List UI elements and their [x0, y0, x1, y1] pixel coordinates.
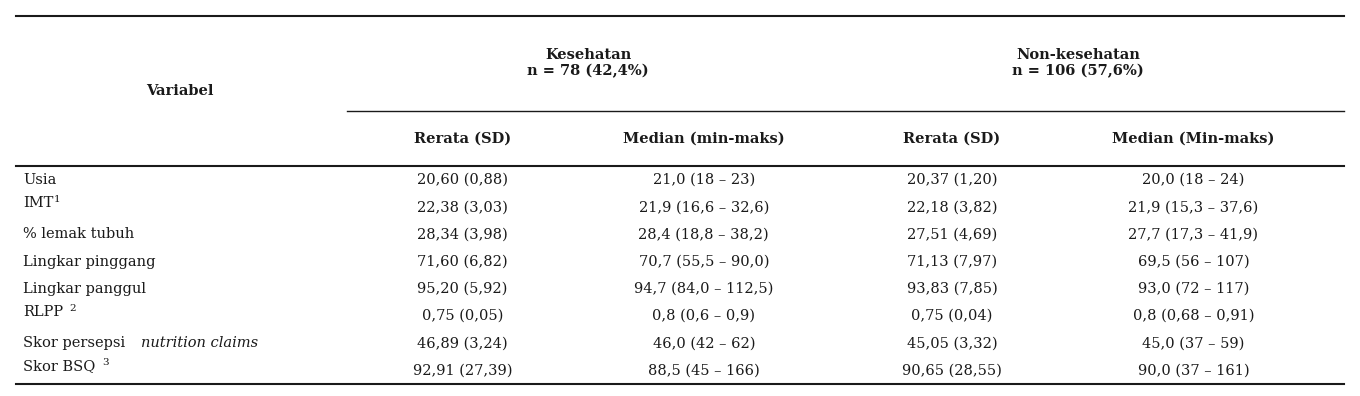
Text: Kesehatan
n = 78 (42,4%): Kesehatan n = 78 (42,4%) — [528, 48, 649, 78]
Text: Skor BSQ: Skor BSQ — [23, 360, 95, 373]
Text: % lemak tubuh: % lemak tubuh — [23, 227, 135, 242]
Text: 88,5 (45 – 166): 88,5 (45 – 166) — [647, 364, 760, 377]
Text: 93,83 (7,85): 93,83 (7,85) — [907, 282, 997, 296]
Text: 2: 2 — [69, 303, 76, 312]
Text: 45,05 (3,32): 45,05 (3,32) — [907, 336, 997, 350]
Text: 20,60 (0,88): 20,60 (0,88) — [418, 173, 507, 187]
Text: 0,75 (0,04): 0,75 (0,04) — [911, 309, 993, 323]
Text: 71,13 (7,97): 71,13 (7,97) — [907, 255, 997, 268]
Text: 90,0 (37 – 161): 90,0 (37 – 161) — [1137, 364, 1250, 377]
Text: Lingkar pinggang: Lingkar pinggang — [23, 255, 155, 268]
Text: 90,65 (28,55): 90,65 (28,55) — [902, 364, 1002, 377]
Text: RLPP: RLPP — [23, 305, 64, 319]
Text: Median (Min-maks): Median (Min-maks) — [1112, 131, 1274, 146]
Text: 20,37 (1,20): 20,37 (1,20) — [907, 173, 997, 187]
Text: 69,5 (56 – 107): 69,5 (56 – 107) — [1137, 255, 1250, 268]
Text: 21,0 (18 – 23): 21,0 (18 – 23) — [653, 173, 755, 187]
Text: 0,8 (0,68 – 0,91): 0,8 (0,68 – 0,91) — [1133, 309, 1254, 323]
Text: 0,8 (0,6 – 0,9): 0,8 (0,6 – 0,9) — [653, 309, 755, 323]
Text: 21,9 (15,3 – 37,6): 21,9 (15,3 – 37,6) — [1129, 200, 1258, 214]
Text: 22,18 (3,82): 22,18 (3,82) — [907, 200, 997, 214]
Text: Non-kesehatan
n = 106 (57,6%): Non-kesehatan n = 106 (57,6%) — [1012, 48, 1144, 78]
Text: Lingkar panggul: Lingkar panggul — [23, 282, 146, 296]
Text: 0,75 (0,05): 0,75 (0,05) — [422, 309, 503, 323]
Text: Median (min-maks): Median (min-maks) — [623, 131, 785, 146]
Text: 28,4 (18,8 – 38,2): 28,4 (18,8 – 38,2) — [638, 227, 770, 242]
Text: 45,0 (37 – 59): 45,0 (37 – 59) — [1142, 336, 1244, 350]
Text: 27,51 (4,69): 27,51 (4,69) — [907, 227, 997, 242]
Text: 71,60 (6,82): 71,60 (6,82) — [418, 255, 507, 268]
Text: 21,9 (16,6 – 32,6): 21,9 (16,6 – 32,6) — [639, 200, 768, 214]
Text: 27,7 (17,3 – 41,9): 27,7 (17,3 – 41,9) — [1129, 227, 1258, 242]
Text: 1: 1 — [53, 194, 60, 204]
Text: 94,7 (84,0 – 112,5): 94,7 (84,0 – 112,5) — [634, 282, 774, 296]
Text: 46,0 (42 – 62): 46,0 (42 – 62) — [653, 336, 755, 350]
Text: 95,20 (5,92): 95,20 (5,92) — [418, 282, 507, 296]
Text: 3: 3 — [102, 358, 109, 367]
Text: 92,91 (27,39): 92,91 (27,39) — [412, 364, 513, 377]
Text: 70,7 (55,5 – 90,0): 70,7 (55,5 – 90,0) — [639, 255, 768, 268]
Text: 20,0 (18 – 24): 20,0 (18 – 24) — [1142, 173, 1244, 187]
Text: Skor persepsi: Skor persepsi — [23, 336, 131, 350]
Text: Rerata (SD): Rerata (SD) — [903, 131, 1001, 146]
Text: IMT: IMT — [23, 196, 53, 210]
Text: Usia: Usia — [23, 173, 57, 187]
Text: 28,34 (3,98): 28,34 (3,98) — [418, 227, 507, 242]
Text: 46,89 (3,24): 46,89 (3,24) — [418, 336, 507, 350]
Text: Rerata (SD): Rerata (SD) — [413, 131, 511, 146]
Text: nutrition claims: nutrition claims — [141, 336, 258, 350]
Text: 22,38 (3,03): 22,38 (3,03) — [418, 200, 507, 214]
Text: Variabel: Variabel — [146, 84, 214, 98]
Text: 93,0 (72 – 117): 93,0 (72 – 117) — [1138, 282, 1248, 296]
